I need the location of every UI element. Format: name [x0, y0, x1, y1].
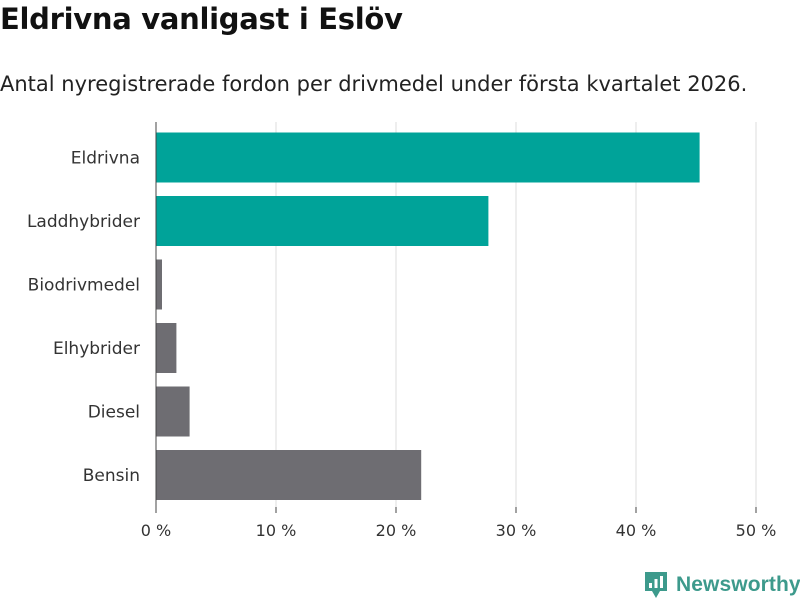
- x-tick-label-40: 40 %: [616, 521, 657, 540]
- x-tick-label-30: 30 %: [496, 521, 537, 540]
- chart-subtitle: Antal nyregistrerade fordon per drivmede…: [0, 72, 748, 96]
- category-label-bensin: Bensin: [83, 466, 140, 486]
- category-label-biodrivmedel: Biodrivmedel: [28, 276, 140, 296]
- bar-laddhybrider: [156, 196, 489, 246]
- category-label-diesel: Diesel: [88, 403, 140, 423]
- newsworthy-logo-icon: [645, 572, 667, 598]
- bar-diesel: [156, 386, 190, 437]
- bar-bensin: [156, 450, 422, 500]
- category-label-eldrivna: Eldrivna: [71, 149, 140, 169]
- category-label-elhybrider: Elhybrider: [53, 339, 140, 359]
- category-label-laddhybrider: Laddhybrider: [27, 212, 140, 232]
- newsworthy-logo-text: Newsworthy: [676, 573, 800, 596]
- x-tick-label-0: 0 %: [141, 521, 171, 540]
- x-tick-label-10: 10 %: [256, 521, 297, 540]
- newsworthy-logo: Newsworthy: [643, 570, 800, 600]
- x-tick-label-20: 20 %: [376, 521, 417, 540]
- x-tick-label-50: 50 %: [736, 521, 777, 540]
- bar-elhybrider: [156, 323, 177, 373]
- bar-biodrivmedel: [156, 259, 162, 310]
- chart-title: Eldrivna vanligast i Eslöv: [0, 2, 403, 36]
- bar-eldrivna: [156, 132, 700, 183]
